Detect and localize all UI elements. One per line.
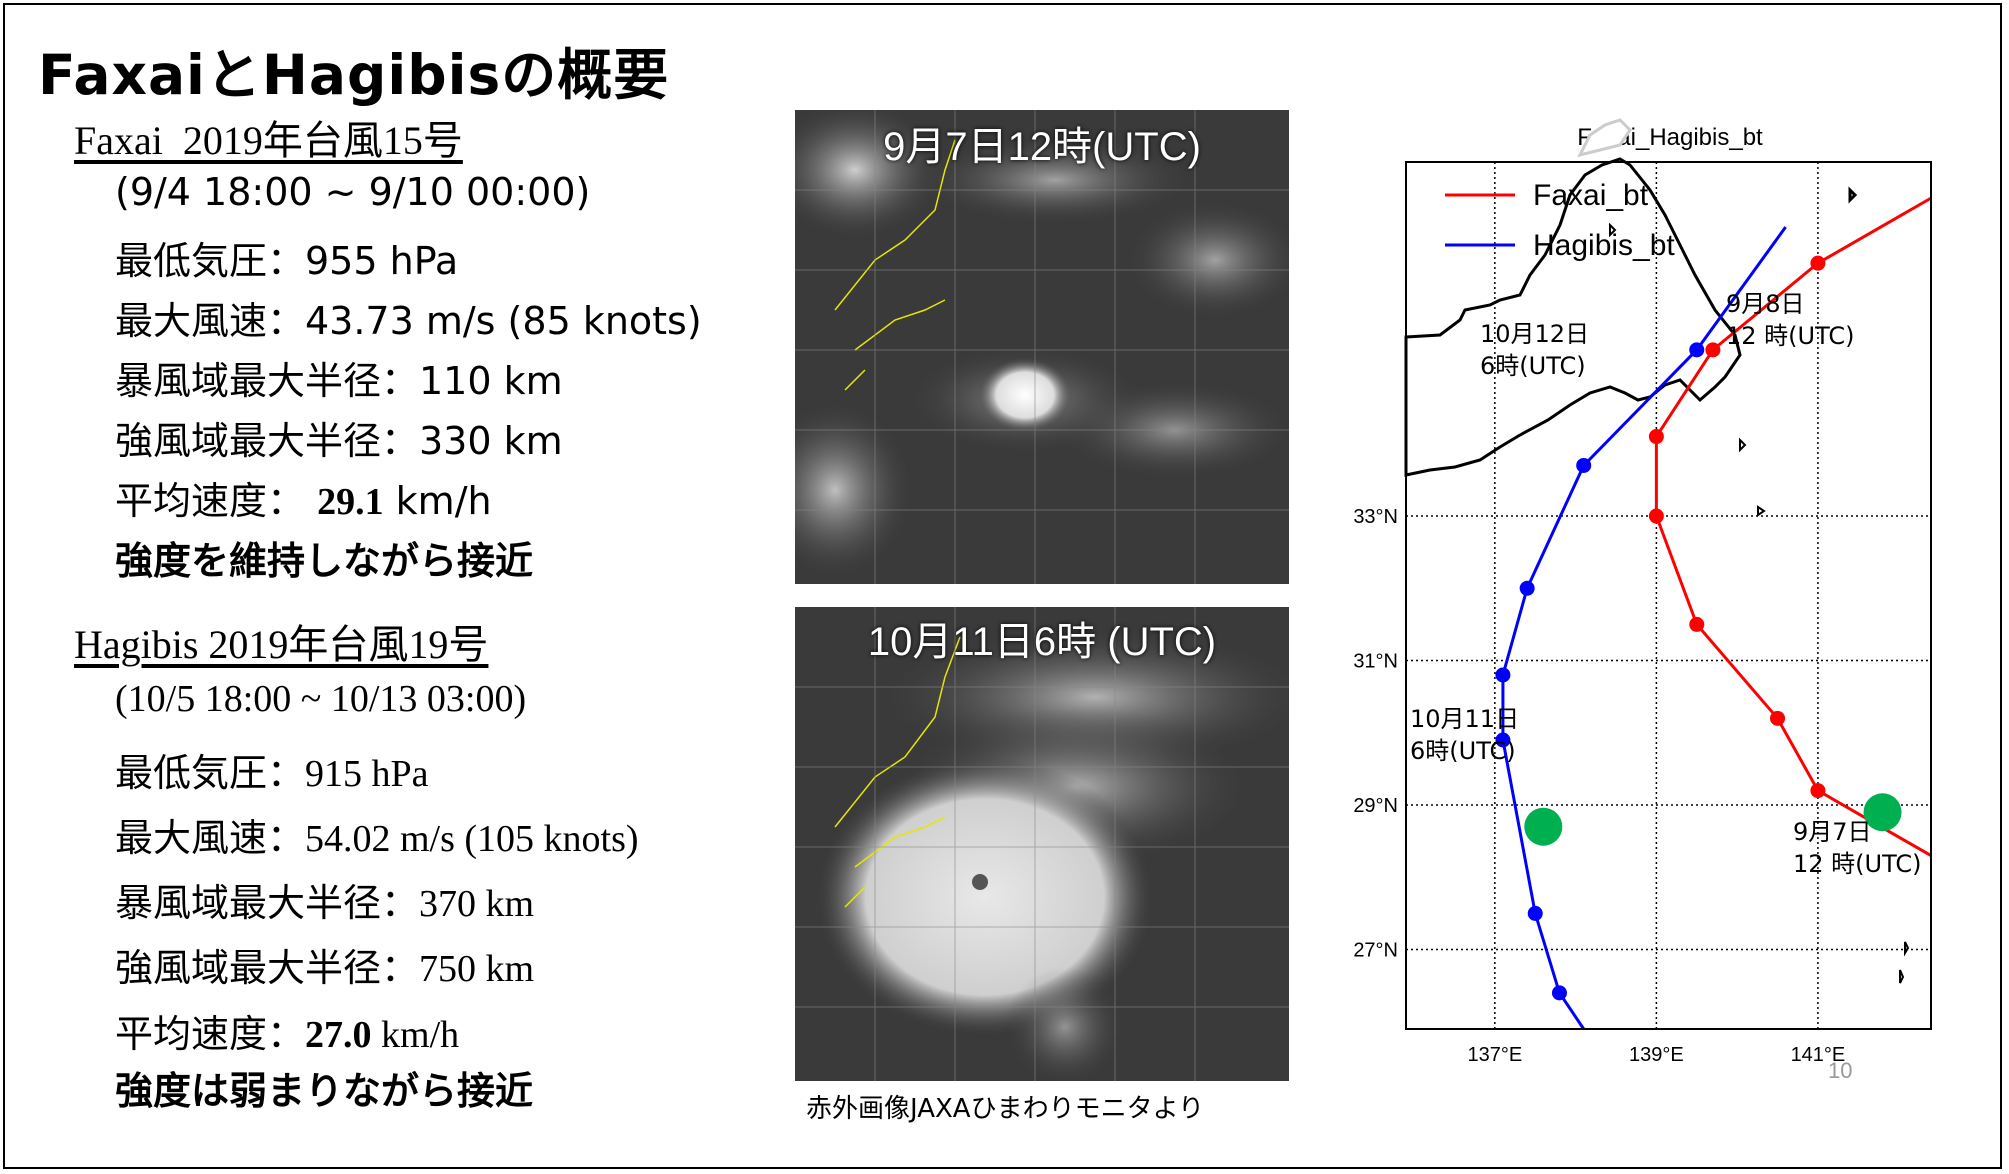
hagibis-max-wind: 最大風速：54.02 m/s (105 knots) xyxy=(115,807,639,862)
series-point-Hagibis_bt xyxy=(1528,906,1543,921)
hagibis-avg-speed-value: 27.0 xyxy=(305,1014,372,1056)
faxai-storm-radius: 暴風域最大半径：110 km xyxy=(115,350,563,405)
faxai-avg-speed-label: 平均速度： xyxy=(115,479,317,523)
series-point-Faxai_bt xyxy=(1689,617,1704,632)
hagibis-avg-speed-label: 平均速度： xyxy=(115,1014,305,1056)
series-point-Faxai_bt xyxy=(1649,429,1664,444)
track-annotation-line: 10月12日 xyxy=(1480,320,1589,348)
satellite-image-faxai: 9月7日12時(UTC) xyxy=(795,110,1289,584)
chart-markers: 9月7日 12 時(UTC) 10月11日 6時(UTC) 9月8日 12 時(UTC) 1… xyxy=(1410,290,1921,878)
faxai-avg-speed-unit: km/h xyxy=(384,479,492,523)
legend-label: Hagibis_bt xyxy=(1533,229,1675,262)
track-annotation-line: 6時(UTC) xyxy=(1410,737,1516,765)
legend-label: Faxai_bt xyxy=(1533,179,1649,212)
satellite-label-faxai: 9月7日12時(UTC) xyxy=(795,114,1289,172)
track-annotation: 9月8日 12 時(UTC) xyxy=(1726,290,1854,350)
series-point-Hagibis_bt xyxy=(1552,985,1567,1000)
slide-title: FaxaiとHagibisの概要 xyxy=(38,30,669,110)
track-annotation-line: 9月7日 xyxy=(1793,818,1872,846)
faxai-strong-radius: 強風域最大半径：330 km xyxy=(115,410,563,465)
hagibis-avg-speed: 平均速度：27.0 km/h xyxy=(115,1003,459,1058)
faxai-max-wind: 最大風速：43.73 m/s (85 knots) xyxy=(115,290,702,345)
series-point-Faxai_bt xyxy=(1810,256,1825,271)
track-annotation-line: 6時(UTC) xyxy=(1480,352,1586,380)
faxai-period: (9/4 18:00 ~ 9/10 00:00) xyxy=(115,170,590,214)
satellite-label-hagibis: 10月11日6時 (UTC) xyxy=(795,609,1289,667)
faxai-heading: Faxai 2019年台風15号 xyxy=(74,108,463,166)
y-tick-label: 33°N xyxy=(1353,506,1398,528)
series-point-Hagibis_bt xyxy=(1495,667,1510,682)
satellite-image-hagibis: 10月11日6時 (UTC) xyxy=(795,607,1289,1081)
page-number: 10 xyxy=(1828,1058,1852,1084)
hagibis-strong-radius: 強風域最大半径：750 km xyxy=(115,937,534,992)
series-point-Faxai_bt xyxy=(1810,783,1825,798)
track-annotation-line: 12 時(UTC) xyxy=(1793,850,1921,878)
hagibis-avg-speed-unit: km/h xyxy=(372,1014,460,1056)
x-tick-label: 137°E xyxy=(1467,1044,1522,1066)
track-annotation-line: 10月11日 xyxy=(1410,705,1519,733)
series-point-Hagibis_bt xyxy=(1576,458,1591,473)
y-tick-label: 29°N xyxy=(1353,795,1398,817)
faxai-note: 強度を維持しながら接近 xyxy=(115,530,533,585)
plot-frame xyxy=(1406,162,1931,1029)
faxai-min-pressure: 最低気圧：955 hPa xyxy=(115,230,458,285)
x-tick-label: 139°E xyxy=(1629,1044,1684,1066)
hagibis-min-pressure: 最低気圧：915 hPa xyxy=(115,742,429,797)
chart-grid xyxy=(1406,162,1931,1029)
faxai-avg-speed-value: 29.1 xyxy=(317,481,384,523)
hagibis-note: 強度は弱まりながら接近 xyxy=(115,1060,533,1115)
hagibis-period: (10/5 18:00 ~ 10/13 03:00) xyxy=(115,677,526,721)
track-annotation-line: 12 時(UTC) xyxy=(1726,322,1854,350)
series-point-Faxai_bt xyxy=(1649,509,1664,524)
series-point-Hagibis_bt xyxy=(1689,342,1704,357)
hagibis-heading: Hagibis 2019年台風19号 xyxy=(74,612,488,670)
typhoon-track-chart: Faxai_Hagibis_bt 137°E 139°E 141°E27°N29°N… xyxy=(1320,115,1960,1115)
track-annotation: 9月7日 12 時(UTC) xyxy=(1793,818,1921,878)
series-point-Hagibis_bt xyxy=(1520,581,1535,596)
y-tick-label: 31°N xyxy=(1353,651,1398,673)
image-source-caption: 赤外画像JAXAひまわりモニタより xyxy=(806,1088,1204,1125)
hagibis-storm-radius: 暴風域最大半径：370 km xyxy=(115,872,534,927)
faxai-avg-speed: 平均速度： 29.1 km/h xyxy=(115,470,492,525)
chart-ticks: 137°E 139°E 141°E27°N29°N31°N33°N xyxy=(1353,506,1845,1066)
track-annotation-line: 9月8日 xyxy=(1726,290,1805,318)
y-tick-label: 27°N xyxy=(1353,940,1398,962)
track-annotation: 10月12日 6時(UTC) xyxy=(1480,320,1589,380)
position-marker xyxy=(1524,808,1562,846)
series-point-Faxai_bt xyxy=(1770,711,1785,726)
series-point-Faxai_bt xyxy=(1705,342,1720,357)
